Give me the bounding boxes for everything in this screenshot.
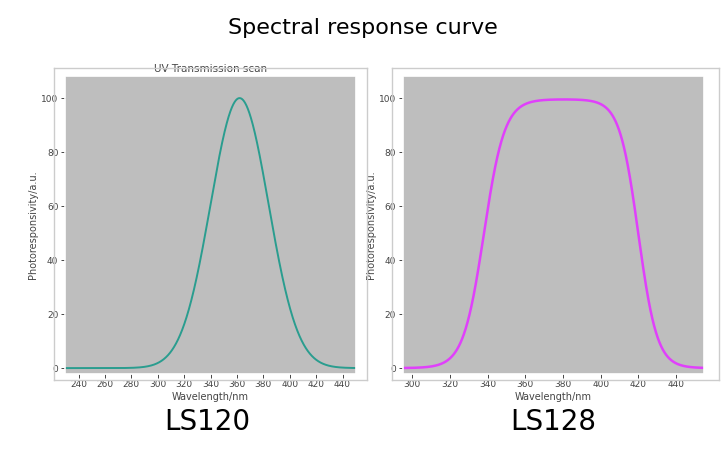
Y-axis label: Photoresponsivity/a.u.: Photoresponsivity/a.u. <box>28 171 38 279</box>
Y-axis label: Photoresponsivity/a.u.: Photoresponsivity/a.u. <box>366 171 376 279</box>
Text: Spectral response curve: Spectral response curve <box>228 18 498 38</box>
Text: LS120: LS120 <box>164 409 250 436</box>
Title: UV Transmission scan: UV Transmission scan <box>154 64 267 74</box>
X-axis label: Wavelength/nm: Wavelength/nm <box>172 392 249 402</box>
Text: LS128: LS128 <box>510 409 596 436</box>
X-axis label: Wavelength/nm: Wavelength/nm <box>515 392 592 402</box>
